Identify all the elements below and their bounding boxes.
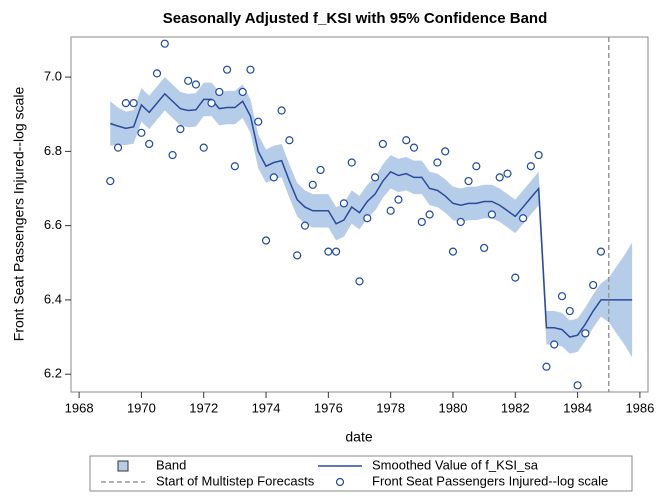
x-tick-label: 1976 (314, 400, 343, 415)
legend-label: Smoothed Value of f_KSI_sa (372, 457, 539, 472)
observed-point (526, 162, 535, 171)
observed-point (137, 128, 146, 137)
observed-point (480, 243, 489, 253)
observed-point (106, 176, 115, 186)
y-tick-label: 6.6 (44, 217, 62, 232)
observed-point (285, 136, 294, 145)
x-axis-label: date (345, 429, 372, 445)
confidence-band (110, 77, 633, 358)
observed-point (300, 221, 310, 230)
x-tick-label: 1984 (563, 400, 592, 415)
x-tick-label: 1980 (439, 400, 468, 415)
observed-point (402, 136, 411, 145)
observed-point (129, 98, 138, 108)
observed-point (246, 65, 255, 74)
observed-point (565, 306, 574, 316)
x-tick-label: 1978 (376, 400, 405, 415)
legend-label: Front Seat Passengers Injured--log scale (372, 473, 608, 488)
observed-point (433, 158, 442, 167)
chart-title: Seasonally Adjusted f_KSI with 95% Confi… (163, 10, 548, 27)
observed-point (191, 80, 201, 89)
observed-point (487, 210, 497, 219)
observed-point (215, 87, 224, 97)
observed-point (542, 362, 551, 371)
observed-point (464, 176, 473, 186)
observed-point (448, 247, 458, 256)
observed-point (339, 199, 349, 208)
observed-point (293, 251, 302, 260)
observed-point (386, 206, 395, 215)
observed-point (472, 162, 481, 171)
observed-point (230, 162, 239, 171)
observed-point (456, 217, 465, 227)
observed-point (425, 210, 434, 219)
observed-point (370, 173, 380, 182)
observed-point (176, 124, 185, 134)
observed-point (441, 147, 450, 156)
observed-point (199, 143, 208, 152)
observed-point (168, 150, 177, 160)
observed-point (409, 143, 419, 152)
observed-point (121, 98, 130, 108)
observed-point (277, 106, 286, 115)
y-tick-label: 6.8 (44, 143, 62, 158)
observed-point (152, 69, 162, 78)
observed-point (596, 247, 606, 256)
observed-point (518, 214, 528, 223)
legend-frame (89, 455, 633, 492)
y-axis-label: Front Seat Passengers Injured--log scale (11, 87, 27, 342)
observed-point (417, 217, 426, 227)
x-tick-label: 1986 (625, 400, 654, 415)
observed-point (347, 158, 356, 167)
observed-point (222, 65, 232, 74)
observed-point (573, 381, 582, 390)
observed-point (261, 236, 271, 245)
legend-swatch (335, 477, 345, 487)
y-tick-label: 6.4 (44, 291, 62, 306)
observed-point (160, 39, 169, 48)
observed-point (589, 280, 598, 290)
observed-point (238, 87, 247, 97)
plot-frame (70, 36, 649, 393)
observed-point (503, 169, 512, 178)
observed-point (207, 98, 216, 108)
x-tick-label: 1972 (189, 400, 218, 415)
legend-label: Band (156, 457, 186, 472)
observed-point (511, 273, 520, 282)
observed-point (332, 247, 341, 256)
smoothed-line (110, 92, 633, 338)
observed-point (378, 139, 387, 149)
observed-point (145, 139, 154, 149)
observed-point (581, 329, 590, 338)
observed-point (308, 180, 317, 189)
observed-point (557, 292, 567, 301)
observed-point (269, 173, 278, 182)
observed-point (363, 214, 372, 223)
y-tick-label: 6.2 (44, 366, 62, 381)
x-tick-label: 1982 (501, 400, 530, 415)
y-tick-label: 7.0 (44, 69, 62, 84)
legend-label: Start of Multistep Forecasts (156, 473, 315, 488)
observed-point (254, 117, 263, 126)
observed-point (550, 340, 559, 349)
observed-point (394, 195, 403, 204)
observed-point (184, 76, 193, 85)
observed-point (316, 165, 325, 175)
x-tick-label: 1970 (127, 400, 156, 415)
observed-point (495, 173, 504, 182)
observed-point (113, 143, 123, 152)
observed-point (355, 277, 364, 286)
observed-point (324, 247, 333, 256)
x-tick-label: 1974 (252, 400, 281, 415)
x-tick-label: 1968 (65, 400, 94, 415)
legend-swatch (117, 460, 129, 472)
observed-point (534, 150, 543, 160)
